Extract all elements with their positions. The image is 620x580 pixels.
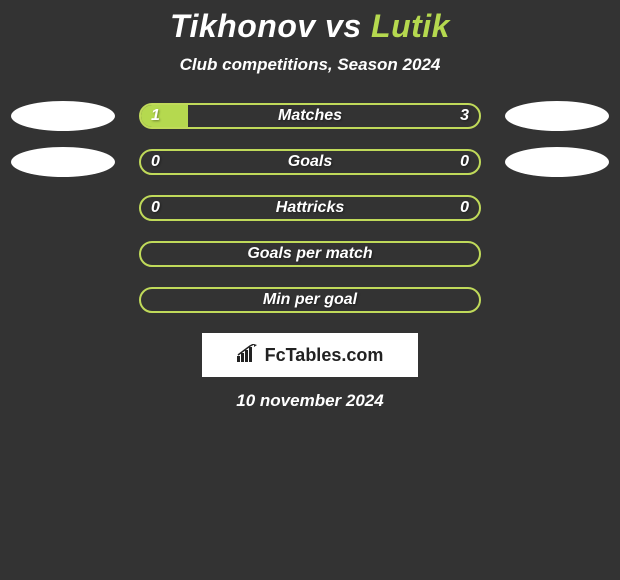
stat-row: Goals per match	[0, 241, 620, 267]
spacer	[505, 239, 609, 269]
subtitle: Club competitions, Season 2024	[0, 55, 620, 75]
stat-row: 0 0 Hattricks	[0, 195, 620, 221]
stat-label: Min per goal	[263, 291, 357, 309]
player1-marker	[11, 101, 115, 131]
title-player1: Tikhonov	[170, 8, 316, 44]
stat-bar: Min per goal	[139, 287, 481, 313]
date-text: 10 november 2024	[0, 391, 620, 411]
player2-marker	[505, 147, 609, 177]
player2-marker	[505, 101, 609, 131]
stat-value-right: 0	[460, 153, 469, 171]
stat-bar: 0 0 Hattricks	[139, 195, 481, 221]
stat-value-right: 0	[460, 199, 469, 217]
stat-value-left: 0	[151, 153, 160, 171]
stat-value-right: 3	[460, 107, 469, 125]
stat-value-left: 1	[151, 107, 160, 125]
stat-bar: 0 0 Goals	[139, 149, 481, 175]
spacer	[11, 285, 115, 315]
stat-row: 1 3 Matches	[0, 103, 620, 129]
spacer	[505, 285, 609, 315]
title: Tikhonov vs Lutik	[0, 8, 620, 45]
stat-bar: Goals per match	[139, 241, 481, 267]
stat-row: 0 0 Goals	[0, 149, 620, 175]
branding-text: FcTables.com	[265, 345, 384, 366]
stat-label: Hattricks	[276, 199, 344, 217]
spacer	[505, 193, 609, 223]
title-player2: Lutik	[371, 8, 450, 44]
stat-bar: 1 3 Matches	[139, 103, 481, 129]
stat-row: Min per goal	[0, 287, 620, 313]
stat-label: Goals per match	[247, 245, 372, 263]
stats-list: 1 3 Matches 0 0 Goals 0 0 Hattricks Goals per mat…	[0, 103, 620, 313]
player1-marker	[11, 147, 115, 177]
stat-value-left: 0	[151, 199, 160, 217]
spacer	[11, 239, 115, 269]
bar-fill-left	[141, 105, 188, 127]
comparison-card: Tikhonov vs Lutik Club competitions, Sea…	[0, 0, 620, 411]
stat-label: Goals	[288, 153, 332, 171]
stat-label: Matches	[278, 107, 342, 125]
spacer	[11, 193, 115, 223]
title-vs: vs	[325, 8, 362, 44]
chart-icon	[237, 344, 259, 367]
branding-badge: FcTables.com	[202, 333, 418, 377]
